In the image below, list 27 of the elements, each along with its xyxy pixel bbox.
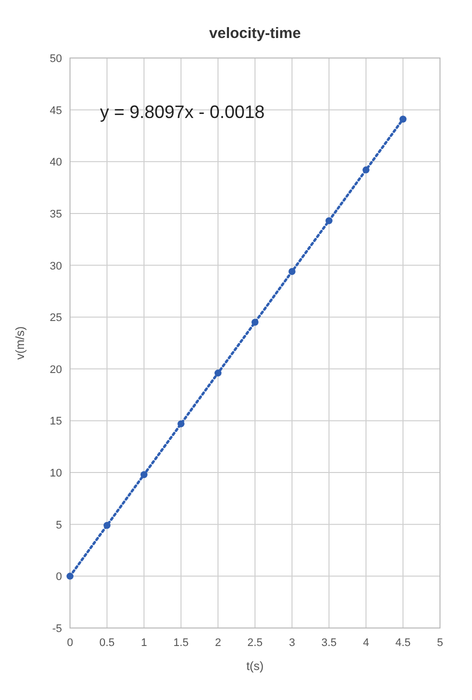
x-axis-title: t(s) (246, 659, 264, 673)
x-tick-label: 4 (362, 637, 370, 649)
x-tick-label: 0.5 (99, 637, 115, 649)
x-tick-label: 4.5 (395, 637, 411, 649)
annotation: y = 9.8097x - 0.0018 (100, 102, 265, 122)
y-tick-label: 20 (50, 364, 62, 376)
y-axis-title: v(m/s) (13, 326, 27, 360)
y-tick-label: 50 (50, 53, 62, 65)
y-tick-label: 15 (50, 416, 62, 428)
y-tick-label: 40 (50, 156, 62, 169)
x-tick-label: 1 (140, 637, 148, 649)
x-tick-label: 3.5 (321, 637, 337, 649)
x-tick-label: 3 (288, 637, 296, 649)
y-tick-label: 0 (56, 571, 62, 584)
y-tick-label: 10 (50, 468, 62, 480)
y-tick-label: 30 (50, 260, 62, 272)
x-tick-label: 5 (436, 637, 444, 649)
y-tick-label: 25 (50, 312, 62, 324)
y-tick-label: -5 (52, 623, 62, 635)
x-tick-label: 0 (66, 637, 74, 649)
y-tick-label: 5 (56, 519, 62, 532)
y-tick-label: 35 (50, 208, 62, 220)
chart-title: velocity-time (209, 25, 301, 42)
x-tick-label: 2 (214, 637, 222, 649)
x-tick-label: 1.5 (173, 637, 189, 649)
x-tick-label: 2.5 (247, 637, 263, 649)
y-tick-label: 45 (50, 104, 62, 117)
